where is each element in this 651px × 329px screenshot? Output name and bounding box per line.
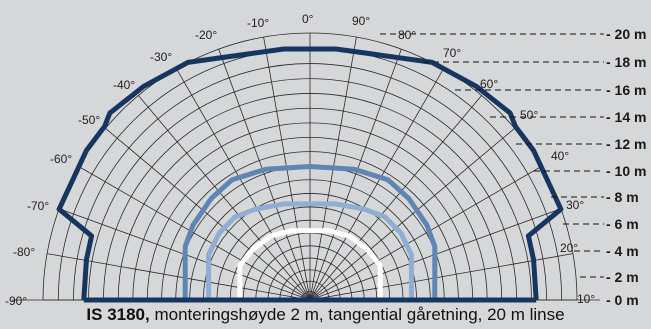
polar-coverage-chart: - 0 m - 2 m - 4 m - 6 m - 8 m - 10 m - 12 m - 1… xyxy=(5,12,646,306)
angle-label: 80° xyxy=(398,28,416,42)
coverage-zone-middle xyxy=(182,164,438,300)
angle-label: 30° xyxy=(566,198,584,212)
grid-spoke xyxy=(78,166,311,301)
angle-label: 10° xyxy=(577,292,595,306)
grid-spoke xyxy=(105,128,311,301)
grid-spoke xyxy=(47,253,311,301)
grid-spoke xyxy=(309,95,482,301)
distance-leader-lines xyxy=(380,33,604,278)
angle-label: 60° xyxy=(480,77,498,91)
angle-label: -50° xyxy=(78,113,100,127)
distance-label: - 16 m xyxy=(606,82,646,98)
angle-label: 0° xyxy=(302,12,314,26)
angle-label: -20° xyxy=(195,28,217,42)
angle-label: 20° xyxy=(560,241,578,255)
grid-spoke xyxy=(309,48,402,301)
angle-label: 40° xyxy=(551,149,569,163)
grid-spoke xyxy=(176,68,311,301)
grid-spoke xyxy=(309,128,515,301)
angle-label: -70° xyxy=(27,199,49,213)
angle-label: 50° xyxy=(520,108,538,122)
diagram-caption: IS 3180, monteringshøyde 2 m, tangential… xyxy=(0,305,651,325)
coverage-zone-outer xyxy=(56,46,564,301)
distance-label: - 6 m xyxy=(606,216,639,232)
distance-label: - 0 m xyxy=(606,292,639,306)
angle-label: 90° xyxy=(352,14,370,28)
angle-label: 70° xyxy=(443,46,461,60)
distance-label: - 8 m xyxy=(606,189,639,205)
grid-spoke xyxy=(309,253,573,301)
distance-label: - 14 m xyxy=(606,109,646,125)
angle-label: -40° xyxy=(113,78,135,92)
angle-label: -10° xyxy=(247,16,269,30)
angle-label: -80° xyxy=(13,245,35,259)
grid-spoke xyxy=(309,68,444,301)
distance-label: - 18 m xyxy=(606,54,646,70)
axis-labels: - 0 m - 2 m - 4 m - 6 m - 8 m - 10 m - 12 m - 1… xyxy=(5,12,646,306)
caption-text: monteringshøyde 2 m, tangential gåretnin… xyxy=(149,305,565,324)
coverage-zones xyxy=(56,46,564,303)
distance-label: - 2 m xyxy=(606,269,639,285)
caption-model: IS 3180, xyxy=(86,305,150,324)
distance-label: - 10 m xyxy=(606,163,646,179)
coverage-zone-core xyxy=(237,228,383,300)
angle-label: -60° xyxy=(50,152,72,166)
distance-label: - 20 m xyxy=(606,26,646,42)
grid-spoke xyxy=(138,95,311,301)
angle-label: -30° xyxy=(150,50,172,64)
grid-spoke xyxy=(218,48,311,301)
coverage-zone-inner xyxy=(206,201,414,300)
angle-label: -90° xyxy=(5,294,27,306)
distance-label: - 4 m xyxy=(606,243,639,259)
grid-spoke xyxy=(309,166,542,301)
distance-label: - 12 m xyxy=(606,136,646,152)
